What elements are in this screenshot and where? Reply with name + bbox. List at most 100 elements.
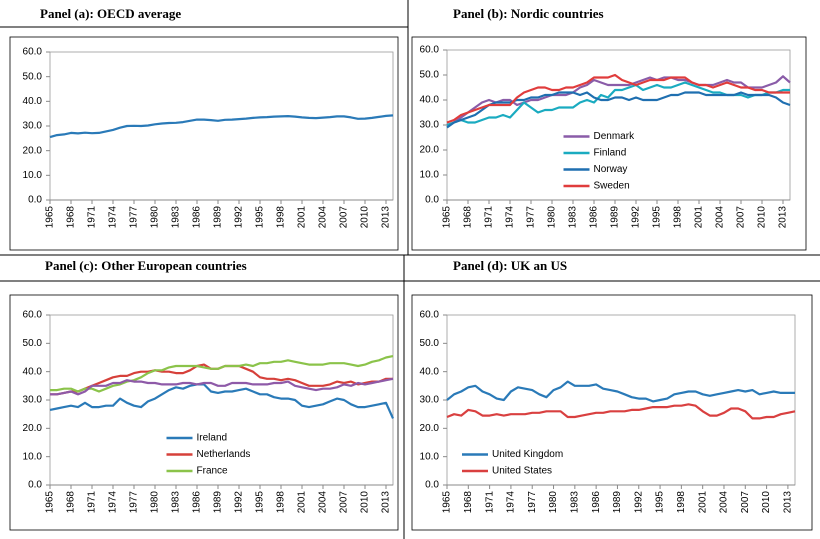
x-tick-label: 1977 [129,491,140,514]
x-tick-label: 2010 [360,491,371,514]
y-tick-label: 50.0 [420,338,440,349]
x-tick-label: 2001 [297,206,308,229]
y-tick-label: 0.0 [425,195,439,206]
x-tick-label: 1995 [655,491,666,514]
x-tick-label: 1968 [463,206,474,229]
x-tick-label: 1986 [591,491,602,514]
x-tick-label: 1998 [276,491,287,514]
legend-label: France [197,466,229,477]
x-tick-label: 1974 [506,491,517,514]
y-tick-label: 20.0 [23,423,43,434]
y-tick-label: 40.0 [420,95,440,106]
plot-area [49,51,394,201]
x-tick-label: 1998 [673,206,684,229]
data-line [49,114,394,139]
x-tick-label: 1983 [569,491,580,514]
y-tick-label: 20.0 [23,145,43,156]
y-tick-label: 40.0 [23,96,43,107]
y-tick-label: 40.0 [23,366,43,377]
x-tick-label: 2013 [783,491,794,514]
y-tick-label: 60.0 [23,47,43,58]
y-tick-label: 10.0 [420,451,440,462]
legend-label: Finland [594,148,627,159]
x-tick-label: 1986 [192,491,203,514]
y-tick-label: 0.0 [28,195,42,206]
x-tick-label: 1992 [631,206,642,229]
chart-frame [411,36,807,251]
x-tick-label: 2001 [694,206,705,229]
data-line [446,403,796,420]
x-tick-label: 1980 [150,206,161,229]
x-tick-label: 1965 [442,206,453,229]
y-tick-label: 0.0 [425,480,439,491]
data-line [446,380,795,403]
x-tick-label: 1974 [108,206,119,229]
y-tick-label: 10.0 [420,170,440,181]
x-tick-label: 1998 [676,491,687,514]
legend-label: United Kingdom [492,449,563,460]
x-tick-label: 1995 [652,206,663,229]
chart-frame [9,36,399,251]
y-tick-label: 10.0 [23,170,43,181]
x-tick-label: 1980 [150,491,161,514]
x-tick-label: 1992 [234,491,245,514]
x-tick-label: 2004 [715,206,726,229]
chart-frame [9,294,399,531]
x-tick-label: 2007 [339,206,350,229]
x-tick-label: 1986 [589,206,600,229]
data-line [446,75,791,127]
y-tick-label: 30.0 [420,395,440,406]
y-tick-label: 50.0 [420,70,440,81]
y-tick-label: 50.0 [23,71,43,82]
chart-title: Panel (d): UK an US [453,258,567,273]
x-tick-label: 1992 [633,491,644,514]
y-tick-label: 0.0 [28,480,42,491]
x-tick-label: 1974 [108,491,119,514]
legend-label: Ireland [197,433,228,444]
x-tick-label: 1986 [192,206,203,229]
data-line [49,383,395,419]
x-tick-label: 2007 [740,491,751,514]
data-line [446,73,790,124]
x-tick-label: 1968 [66,206,77,229]
x-tick-label: 1980 [547,206,558,229]
y-tick-label: 60.0 [420,310,440,321]
x-tick-label: 2010 [757,206,768,229]
y-tick-label: 60.0 [420,45,440,56]
x-tick-label: 1965 [442,491,453,514]
legend-label: Netherlands [197,449,251,460]
chart-title: Panel (c): Other European countries [45,258,247,273]
y-tick-label: 30.0 [420,120,440,131]
x-tick-label: 2013 [381,206,392,229]
chart-frame [411,294,813,531]
legend-label: United States [492,466,552,477]
x-tick-label: 1971 [484,206,495,229]
y-tick-label: 60.0 [23,310,43,321]
y-tick-label: 40.0 [420,366,440,377]
data-line [446,91,791,129]
x-tick-label: 1983 [171,206,182,229]
y-tick-label: 10.0 [23,451,43,462]
y-tick-label: 30.0 [23,395,43,406]
x-tick-label: 1980 [548,491,559,514]
x-tick-label: 2004 [318,206,329,229]
data-line [446,81,790,127]
legend-label: Sweden [594,181,630,192]
x-tick-label: 1983 [171,491,182,514]
x-tick-label: 1989 [612,491,623,514]
x-tick-label: 1974 [505,206,516,229]
x-tick-label: 2013 [778,206,789,229]
y-tick-label: 50.0 [23,338,43,349]
x-tick-label: 2004 [719,491,730,514]
x-tick-label: 1983 [568,206,579,229]
legend-label: Norway [594,164,628,175]
x-tick-label: 1965 [45,206,56,229]
x-tick-label: 1995 [255,206,266,229]
x-tick-label: 1977 [527,491,538,514]
x-tick-label: 1992 [234,206,245,229]
chart-title: Panel (a): OECD average [40,6,181,21]
x-tick-label: 1989 [213,206,224,229]
x-tick-label: 1971 [87,491,98,514]
x-tick-label: 2004 [318,491,329,514]
